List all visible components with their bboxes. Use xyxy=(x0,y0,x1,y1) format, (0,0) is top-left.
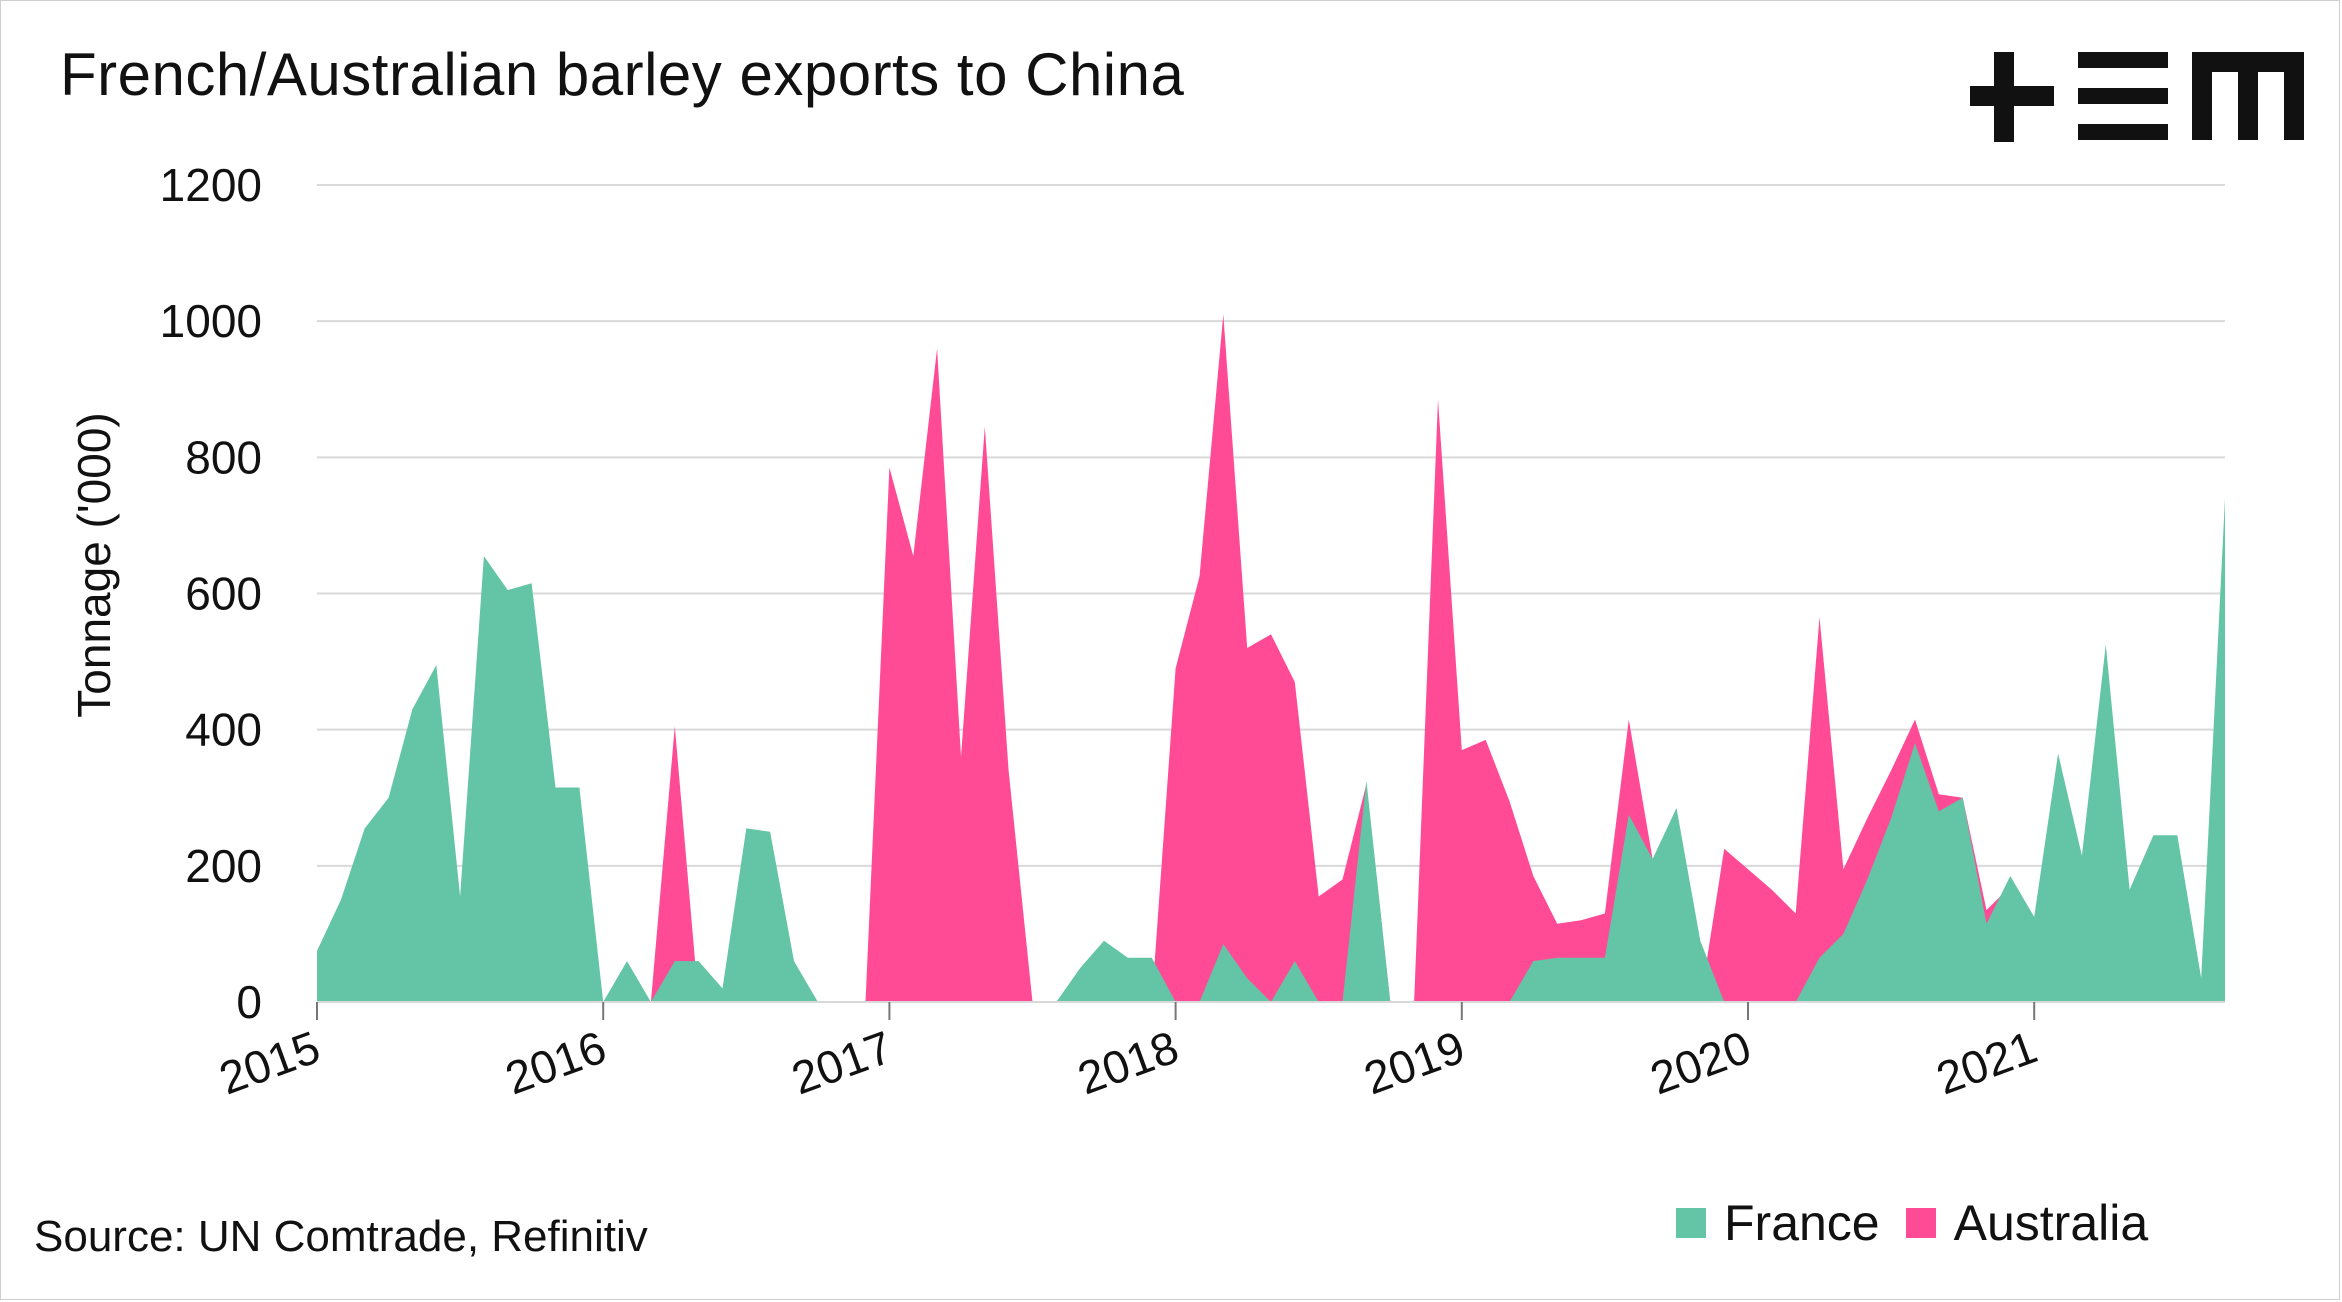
y-tick-label: 600 xyxy=(185,568,262,620)
area-series xyxy=(317,314,2225,1002)
x-tick-label: 2018 xyxy=(1071,1021,1185,1105)
legend-swatch-australia xyxy=(1905,1208,1936,1238)
y-axis-title: Tonnage ('000) xyxy=(68,412,120,717)
x-tick-label: 2016 xyxy=(499,1021,613,1105)
legend: France Australia xyxy=(1676,1194,2174,1252)
legend-item-france: France xyxy=(1676,1194,1880,1252)
tem-logo-icon xyxy=(1970,52,2304,142)
x-tick-label: 2021 xyxy=(1930,1021,2044,1105)
area-france xyxy=(317,498,2225,1002)
y-tick-label: 400 xyxy=(185,704,262,756)
chart-title: French/Australian barley exports to Chin… xyxy=(60,41,1185,108)
legend-label-france: France xyxy=(1724,1195,1880,1251)
y-tick-label: 1200 xyxy=(160,159,262,211)
area-australia xyxy=(317,314,2225,1002)
y-tick-label: 1000 xyxy=(160,295,262,347)
legend-swatch-france xyxy=(1676,1208,1706,1238)
legend-label-australia: Australia xyxy=(1953,1195,2149,1251)
y-tick-label: 200 xyxy=(185,840,262,892)
x-tick-label: 2020 xyxy=(1643,1021,1757,1105)
x-tick-label: 2015 xyxy=(212,1021,326,1105)
legend-item-australia: Australia xyxy=(1905,1194,2149,1252)
y-tick-label: 800 xyxy=(185,431,262,483)
source-note: Source: UN Comtrade, Refinitiv xyxy=(34,1212,648,1261)
y-tick-label: 0 xyxy=(236,976,262,1028)
x-tick-label: 2019 xyxy=(1357,1021,1471,1105)
x-tick-label: 2017 xyxy=(785,1021,899,1105)
